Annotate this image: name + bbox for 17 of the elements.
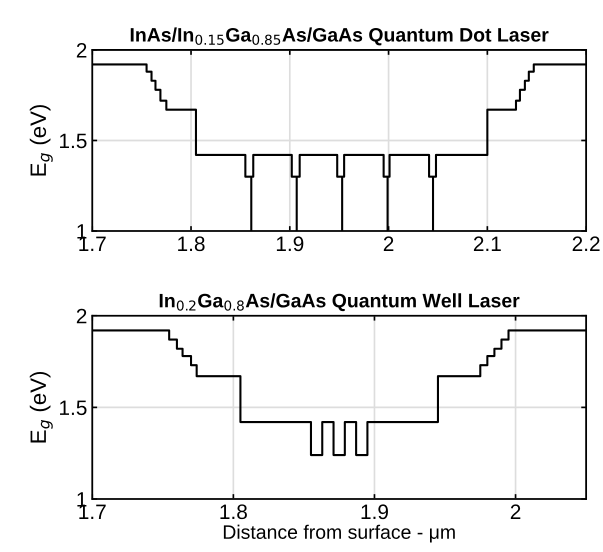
x-tick-label: 1.8 (220, 504, 247, 520)
x-tick-label: 1.8 (178, 236, 205, 252)
x-tick-label: 1.9 (362, 504, 388, 520)
y-tick-label: 1.5 (60, 400, 87, 416)
chart-title: In$_{0.2}$Ga$_{0.8}$As/GaAs Quantum Well Laser (160, 293, 520, 312)
y-axis-title: E$_{g}$ (eV) (30, 105, 53, 176)
chart-title: InAs/In$_{0.15}$Ga$_{0.85}$As/GaAs Quantum Dot Laser (130, 27, 549, 46)
x-tick-label: 2 (510, 504, 520, 519)
x-tick-label: 2.2 (572, 236, 600, 251)
x-axis-title: Distance from surface - μm (224, 524, 455, 542)
x-tick-label: 2.1 (474, 236, 501, 251)
y-tick-label: 2 (76, 42, 86, 58)
x-tick-label: 1.9 (276, 236, 304, 252)
y-tick-label: 1.5 (60, 134, 87, 148)
x-tick-label: 2 (384, 236, 394, 251)
y-tick-label: 2 (76, 308, 86, 324)
y-axis-title: E$_{g}$ (eV) (30, 372, 53, 442)
